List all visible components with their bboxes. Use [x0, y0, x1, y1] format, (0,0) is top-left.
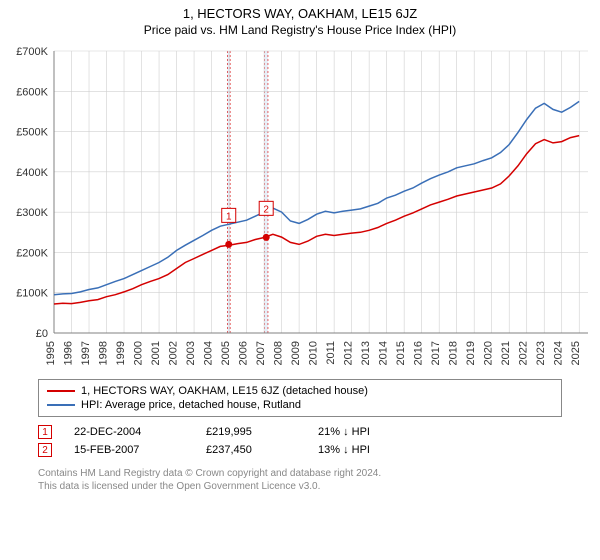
svg-text:2006: 2006 [238, 341, 250, 365]
svg-text:2007: 2007 [255, 341, 267, 365]
svg-text:2022: 2022 [518, 341, 530, 365]
svg-text:2021: 2021 [500, 341, 512, 365]
svg-text:2: 2 [263, 204, 269, 215]
svg-text:2009: 2009 [290, 341, 302, 365]
legend-label: 1, HECTORS WAY, OAKHAM, LE15 6JZ (detach… [81, 385, 368, 397]
svg-text:£300K: £300K [16, 207, 48, 219]
svg-text:2020: 2020 [483, 341, 495, 365]
svg-text:2019: 2019 [465, 341, 477, 365]
footer-line: This data is licensed under the Open Gov… [38, 480, 562, 493]
chart-svg: £0 £100K £200K £300K £400K £500K £600K £700K 199… [8, 43, 592, 373]
svg-text:1998: 1998 [98, 341, 110, 365]
transaction-table: 1 22-DEC-2004 £219,995 21% ↓ HPI 2 15-FE… [38, 423, 562, 459]
svg-text:2005: 2005 [220, 341, 232, 365]
chart-title: 1, HECTORS WAY, OAKHAM, LE15 6JZ [8, 6, 592, 21]
tx-delta: 13% ↓ HPI [318, 444, 370, 456]
svg-text:2003: 2003 [185, 341, 197, 365]
svg-text:1996: 1996 [63, 341, 75, 365]
svg-text:2013: 2013 [360, 341, 372, 365]
svg-text:1999: 1999 [115, 341, 127, 365]
svg-text:2002: 2002 [168, 341, 180, 365]
legend: 1, HECTORS WAY, OAKHAM, LE15 6JZ (detach… [38, 379, 562, 417]
tx-delta: 21% ↓ HPI [318, 426, 370, 438]
tx-marker-icon: 2 [38, 443, 52, 457]
legend-swatch-0 [47, 390, 75, 392]
svg-text:£600K: £600K [16, 86, 48, 98]
svg-text:2014: 2014 [378, 341, 390, 365]
legend-swatch-1 [47, 404, 75, 406]
tx-date: 15-FEB-2007 [74, 444, 184, 456]
table-row: 1 22-DEC-2004 £219,995 21% ↓ HPI [38, 423, 562, 441]
svg-text:2016: 2016 [413, 341, 425, 365]
svg-text:2008: 2008 [273, 341, 285, 365]
chart-container: 1, HECTORS WAY, OAKHAM, LE15 6JZ Price p… [0, 0, 600, 560]
footer-line: Contains HM Land Registry data © Crown c… [38, 467, 562, 480]
tx-date: 22-DEC-2004 [74, 426, 184, 438]
svg-text:1: 1 [226, 211, 232, 222]
svg-text:2011: 2011 [325, 341, 337, 365]
svg-text:£200K: £200K [16, 247, 48, 259]
svg-text:2017: 2017 [430, 341, 442, 365]
plot-area: £0 £100K £200K £300K £400K £500K £600K £700K 199… [8, 43, 592, 373]
svg-text:£500K: £500K [16, 127, 48, 139]
svg-text:1997: 1997 [80, 341, 92, 365]
footer: Contains HM Land Registry data © Crown c… [38, 467, 562, 493]
table-row: 2 15-FEB-2007 £237,450 13% ↓ HPI [38, 441, 562, 459]
tx-marker-icon: 1 [38, 425, 52, 439]
chart-subtitle: Price paid vs. HM Land Registry's House … [8, 23, 592, 37]
svg-text:2004: 2004 [203, 341, 215, 365]
tx-price: £219,995 [206, 426, 296, 438]
svg-text:2023: 2023 [535, 341, 547, 365]
svg-text:1995: 1995 [45, 341, 57, 365]
tx-price: £237,450 [206, 444, 296, 456]
svg-text:2001: 2001 [150, 341, 162, 365]
svg-text:2012: 2012 [343, 341, 355, 365]
svg-text:2010: 2010 [308, 341, 320, 365]
svg-text:£400K: £400K [16, 167, 48, 179]
legend-item: HPI: Average price, detached house, Rutl… [47, 398, 553, 412]
svg-text:£0: £0 [36, 328, 48, 340]
svg-text:2000: 2000 [133, 341, 145, 365]
legend-label: HPI: Average price, detached house, Rutl… [81, 399, 301, 411]
svg-text:2015: 2015 [395, 341, 407, 365]
svg-text:2018: 2018 [448, 341, 460, 365]
svg-text:2025: 2025 [570, 341, 582, 365]
legend-item: 1, HECTORS WAY, OAKHAM, LE15 6JZ (detach… [47, 384, 553, 398]
svg-text:£100K: £100K [16, 288, 48, 300]
svg-text:2024: 2024 [553, 341, 565, 365]
svg-text:£700K: £700K [16, 46, 48, 58]
